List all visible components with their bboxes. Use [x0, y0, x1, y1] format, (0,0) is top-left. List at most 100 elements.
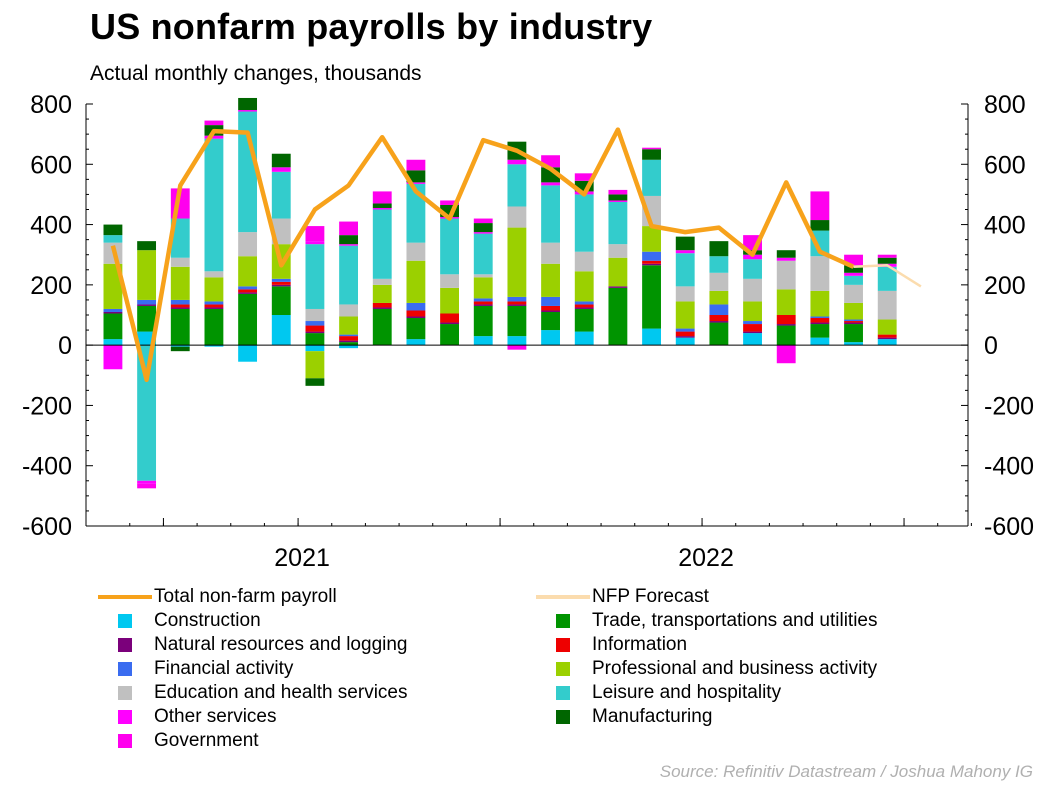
bar-segment — [103, 308, 123, 312]
bar-segment — [271, 286, 291, 315]
bar-segment — [170, 266, 190, 300]
bar-segment — [238, 293, 258, 346]
bar-segment — [844, 265, 863, 273]
bar-segment — [642, 265, 661, 329]
bar-segment — [339, 316, 359, 335]
legend-label: Total non-farm payroll — [154, 586, 337, 607]
bar-segment — [339, 244, 359, 246]
bar-segment — [877, 254, 897, 258]
bar-segment — [574, 308, 594, 332]
bar-segment — [440, 287, 459, 314]
bar-segment — [743, 333, 762, 346]
legend-item: Information — [536, 633, 687, 657]
bar-segment — [642, 263, 661, 266]
legend-label: Education and health services — [154, 682, 408, 703]
bar-segment — [507, 336, 527, 346]
bar-segment — [541, 182, 560, 186]
bar-segment — [238, 256, 258, 287]
bar-segment — [507, 227, 527, 297]
bar-segment — [675, 337, 695, 346]
bar-segment — [877, 334, 897, 338]
bar-segment — [810, 337, 830, 346]
y-tick-label-left: 800 — [30, 91, 72, 119]
bar-segment — [170, 299, 190, 305]
bar-segment — [339, 340, 359, 343]
bar-segment — [372, 207, 392, 210]
bar-segment — [541, 296, 560, 306]
bar-segment — [709, 304, 729, 315]
bar-segment — [675, 236, 695, 251]
bar-segment — [507, 164, 527, 207]
bar-segment — [877, 257, 897, 264]
bar-segment — [877, 266, 897, 291]
legend-color-swatch — [556, 638, 570, 652]
bar-segment — [238, 97, 258, 111]
bar-segment — [844, 302, 863, 320]
legend-item: Natural resources and logging — [98, 633, 408, 657]
bar-segment — [709, 322, 729, 346]
y-tick-label-right: -400 — [984, 453, 1034, 481]
bar-segment — [608, 194, 628, 201]
legend-item: Professional and business activity — [536, 657, 877, 681]
bar-segment — [103, 313, 123, 340]
bar-segment — [170, 308, 190, 346]
bar-segment — [709, 256, 729, 273]
bar-segment — [844, 322, 863, 325]
bar-segment — [574, 251, 594, 272]
bar-segment — [541, 263, 560, 297]
bar-segment — [372, 203, 392, 208]
bar-segment — [170, 218, 190, 258]
legend-item: Education and health services — [98, 681, 408, 705]
legend-color-swatch — [118, 662, 132, 676]
bar-segment — [743, 301, 762, 322]
legend-label: Financial activity — [154, 658, 294, 679]
forecast-line — [853, 264, 922, 288]
bar-segment — [137, 345, 157, 481]
legend-color-swatch — [556, 662, 570, 676]
bar-segment — [170, 345, 190, 347]
bar-segment — [305, 226, 325, 242]
bar-segment — [406, 260, 426, 303]
bar-segment — [103, 224, 123, 236]
legend-label: Natural resources and logging — [154, 634, 408, 655]
bar-segment — [137, 304, 157, 306]
bar-segment — [642, 147, 661, 150]
bar-segment — [473, 218, 493, 224]
bar-segment — [372, 302, 392, 308]
bar-segment — [877, 337, 897, 340]
bar-segment — [743, 278, 762, 302]
bar-segment — [406, 302, 426, 311]
y-tick-label-left: -600 — [22, 513, 72, 541]
legend-color-swatch — [556, 710, 570, 724]
bar-segment — [642, 226, 661, 252]
y-tick-label-left: 200 — [30, 272, 72, 300]
bar-segment — [810, 316, 830, 319]
bar-segment — [574, 301, 594, 305]
legend-color-swatch — [556, 686, 570, 700]
bar-segment — [776, 345, 796, 364]
bar-segment — [507, 345, 527, 350]
legend-item: Manufacturing — [536, 705, 712, 729]
bar-segment — [305, 241, 325, 245]
bar-segment — [339, 342, 359, 346]
bar-segment — [339, 345, 359, 349]
bar-segment — [743, 321, 762, 325]
bar-segment — [204, 271, 224, 278]
bar-segment — [541, 242, 560, 264]
bar-segment — [372, 278, 392, 285]
legend-line-swatch — [536, 595, 590, 599]
bar-segment — [271, 281, 291, 285]
bar-segment — [507, 159, 527, 165]
bar-segment — [170, 257, 190, 267]
bar-segment — [675, 328, 695, 332]
bar-segment — [271, 315, 291, 346]
bar-segment — [709, 241, 729, 257]
bar-segment — [574, 194, 594, 252]
bar-segment — [406, 170, 426, 183]
bar-segment — [507, 206, 527, 228]
bar-segment — [507, 304, 527, 306]
bar-segment — [103, 345, 123, 370]
bar-segment — [608, 201, 628, 245]
legend-label: Professional and business activity — [592, 658, 878, 679]
